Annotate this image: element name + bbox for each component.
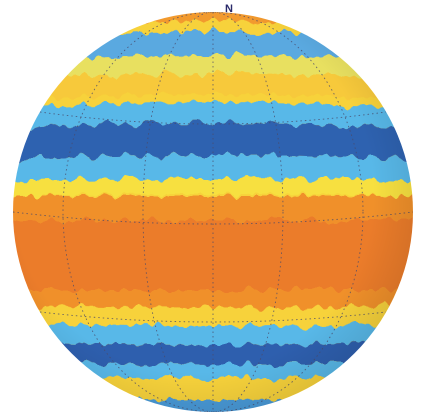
globe-figure: N: [0, 0, 425, 416]
sphere: [0, 0, 425, 416]
north-label: N: [225, 3, 233, 15]
page: N (() => { const data = JSON.parse(docum…: [0, 0, 425, 416]
